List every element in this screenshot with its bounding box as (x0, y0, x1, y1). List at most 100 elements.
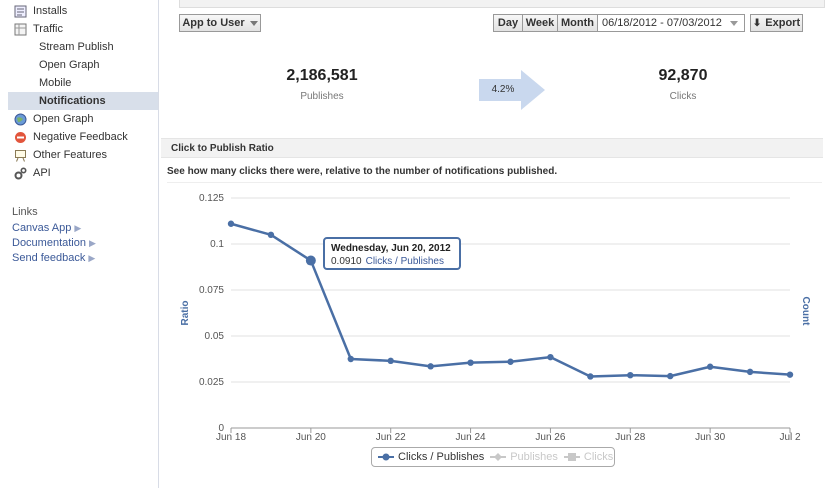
section-description: See how many clicks there were, relative… (167, 166, 558, 177)
data-point (267, 231, 275, 238)
arrow-right-icon: ▶ (89, 238, 96, 248)
date-range-select[interactable]: 06/18/2012 - 07/03/2012 (598, 14, 745, 32)
x-tick-label: Jun 24 (456, 432, 486, 443)
sidebar-item-other-features[interactable]: Other Features (8, 146, 158, 164)
sidebar-item-stream-publish[interactable]: Stream Publish (8, 38, 158, 56)
y-tick-label: 0.025 (199, 377, 224, 388)
main-panel: App to User Day Week Month 06/18/2012 - … (159, 0, 830, 488)
link-label: Send feedback (12, 252, 86, 264)
week-label: Week (525, 17, 555, 29)
month-label: Month (561, 17, 594, 29)
series-line-icon (378, 453, 394, 461)
x-tick-label: Jul 2 (779, 432, 801, 443)
link-send-feedback[interactable]: Send feedback ▶ (12, 252, 95, 264)
sidebar-item-negative-feedback[interactable]: Negative Feedback (8, 128, 158, 146)
top-band (179, 0, 825, 8)
export-label: Export (765, 17, 801, 29)
sidebar: Installs Traffic Stream Publish Open Graph M… (0, 0, 159, 488)
section-header: Click to Publish Ratio (161, 138, 823, 158)
y-tick-label: 0.075 (199, 285, 224, 296)
y-tick-label: 0 (218, 423, 224, 434)
data-point (547, 353, 554, 361)
chevron-down-icon (249, 20, 258, 26)
gears-icon (14, 166, 27, 180)
month-button[interactable]: Month (558, 14, 598, 32)
legend-label: Clicks / Publishes (398, 451, 485, 463)
x-tick-label: Jun 30 (695, 432, 725, 443)
app-to-user-label: App to User (182, 17, 245, 29)
link-label: Documentation (12, 237, 86, 249)
link-documentation[interactable]: Documentation ▶ (12, 237, 96, 249)
legend-label: Clicks (583, 451, 614, 463)
data-point (347, 355, 354, 363)
link-canvas-app[interactable]: Canvas App ▶ (12, 222, 81, 234)
series-line-icon (563, 453, 580, 461)
easel-icon (14, 149, 27, 162)
data-point (467, 359, 474, 366)
arrow-right-icon: ▶ (88, 253, 96, 263)
sidebar-item-open-graph[interactable]: Open Graph (8, 56, 158, 74)
y-tick-label: 0.125 (199, 193, 224, 204)
data-point (507, 358, 514, 365)
week-button[interactable]: Week (523, 14, 558, 32)
tooltip-date: Wednesday, Jun 20, 2012 (331, 243, 451, 254)
data-point (587, 373, 594, 380)
sidebar-item-label: Open Graph (33, 113, 94, 125)
links-heading: Links (12, 206, 38, 218)
legend-label: Publishes (510, 451, 558, 463)
sidebar-item-label: Open Graph (39, 59, 100, 71)
data-point (627, 371, 634, 379)
data-point (667, 372, 674, 380)
data-point (305, 255, 316, 266)
legend-item-clicks[interactable]: Clicks (563, 451, 614, 463)
legend-item-clicks-publishes[interactable]: Clicks / Publishes (378, 451, 484, 463)
sidebar-item-label: Notifications (39, 95, 106, 107)
date-range-value: 06/18/2012 - 07/03/2012 (602, 17, 722, 29)
sidebar-item-label: Other Features (33, 149, 107, 161)
data-point (786, 371, 794, 378)
arrow-right-icon: ▶ (74, 223, 82, 233)
data-point (706, 363, 714, 370)
data-point (427, 363, 434, 370)
traffic-icon (14, 23, 27, 36)
sidebar-item-installs[interactable]: Installs (8, 2, 158, 20)
chevron-down-icon (729, 20, 738, 26)
sidebar-item-label: Stream Publish (39, 41, 114, 53)
ratio-value: 4.2% (491, 84, 515, 95)
legend-item-publishes[interactable]: Publishes (490, 451, 558, 463)
no-entry-icon (14, 131, 27, 144)
globe-icon (14, 113, 27, 126)
sidebar-item-api[interactable]: API (8, 164, 158, 182)
chart-tooltip: Wednesday, Jun 20, 2012 0.0910 Clicks / P… (323, 237, 461, 270)
day-button[interactable]: Day (493, 14, 523, 32)
data-point (387, 357, 394, 365)
app-to-user-dropdown[interactable]: App to User (179, 14, 261, 32)
x-tick-label: Jun 22 (376, 432, 406, 443)
sidebar-item-open-graph[interactable]: Open Graph (8, 110, 158, 128)
sidebar-item-label: API (33, 167, 51, 179)
data-point (746, 368, 754, 376)
day-label: Day (497, 17, 519, 29)
clicks-label: Clicks (669, 91, 697, 102)
sidebar-item-label: Negative Feedback (33, 131, 128, 143)
ratio-arrow-icon (479, 70, 545, 110)
link-label: Canvas App (12, 222, 72, 234)
sidebar-item-label: Installs (33, 5, 68, 17)
clicks-value: 92,870 (658, 67, 708, 84)
sidebar-item-label: Traffic (33, 23, 63, 35)
sidebar-item-mobile[interactable]: Mobile (8, 74, 158, 92)
publishes-label: Publishes (300, 91, 344, 102)
sidebar-item-notifications[interactable]: Notifications (8, 92, 158, 110)
sidebar-item-label: Mobile (39, 77, 72, 89)
y-axis-label: Ratio (180, 301, 191, 326)
x-tick-label: Jun 28 (615, 432, 645, 443)
section-title: Click to Publish Ratio (171, 142, 274, 154)
sidebar-item-traffic[interactable]: Traffic (8, 20, 158, 38)
publishes-value: 2,186,581 (286, 67, 358, 84)
divider (167, 182, 822, 183)
export-button[interactable]: ⬇ Export (750, 14, 803, 32)
y-tick-label: 0.1 (210, 239, 224, 250)
tooltip-value: 0.0910 (331, 256, 362, 267)
download-icon: ⬇ (752, 17, 762, 29)
series-line (230, 222, 791, 378)
